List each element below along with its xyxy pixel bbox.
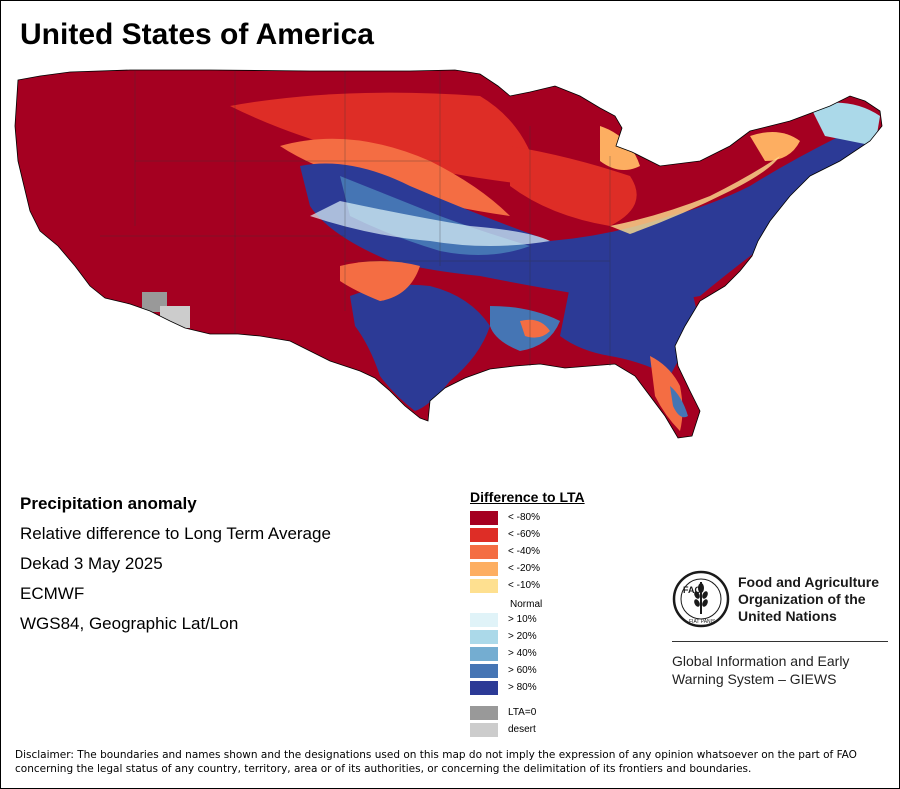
legend-item: desert: [470, 723, 585, 740]
legend-item: < -10%: [470, 579, 585, 596]
legend-item: > 80%: [470, 681, 585, 698]
legend-label: > 40%: [508, 648, 537, 659]
legend-item: > 40%: [470, 647, 585, 664]
legend-item: > 20%: [470, 630, 585, 647]
legend-swatch: [470, 545, 498, 559]
legend-swatch: [470, 723, 498, 737]
legend-label: > 20%: [508, 631, 537, 642]
fao-name-line3: United Nations: [738, 608, 837, 624]
legend-swatch: [470, 647, 498, 661]
legend-label: > 60%: [508, 665, 537, 676]
giews-line2: Warning System – GIEWS: [672, 671, 837, 687]
info-projection: WGS84, Geographic Lat/Lon: [20, 614, 239, 633]
legend-label: < -60%: [508, 529, 540, 540]
legend-swatch: [470, 664, 498, 678]
map-title: United States of America: [20, 18, 374, 51]
legend-label: < -10%: [508, 580, 540, 591]
fao-organization-name: Food and Agriculture Organization of the…: [738, 574, 879, 625]
legend: Difference to LTA < -80% < -60% < -40% < -2…: [470, 489, 585, 740]
legend-label: < -80%: [508, 512, 540, 523]
legend-swatch: [470, 613, 498, 627]
fao-logo-letters: FAO: [683, 585, 702, 595]
legend-item: > 10%: [470, 613, 585, 630]
info-source: ECMWF: [20, 584, 85, 603]
info-subtitle: Relative difference to Long Term Average: [20, 524, 331, 543]
precipitation-anomaly-map: [14, 69, 883, 439]
info-heading: Precipitation anomaly: [20, 494, 197, 513]
legend-item: > 60%: [470, 664, 585, 681]
giews-name: Global Information and Early Warning Sys…: [672, 652, 849, 688]
fao-motto: FIAT PANIS: [689, 619, 716, 625]
legend-wet-group: > 10% > 20% > 40% > 60% > 80%: [470, 613, 585, 698]
legend-label: > 10%: [508, 614, 537, 625]
legend-swatch: [470, 706, 498, 720]
info-period: Dekad 3 May 2025: [20, 554, 163, 573]
legend-swatch: [470, 630, 498, 644]
legend-label: LTA=0: [508, 707, 537, 718]
map-info: Precipitation anomaly Relative differenc…: [20, 494, 331, 644]
giews-line1: Global Information and Early: [672, 653, 850, 669]
legend-label: > 80%: [508, 682, 537, 693]
legend-label: desert: [508, 724, 536, 735]
fao-name-line2: Organization of the: [738, 591, 866, 607]
fao-logo-icon: FAO FIAT PANIS: [672, 570, 730, 628]
legend-item: < -60%: [470, 528, 585, 545]
legend-swatch: [470, 579, 498, 593]
legend-swatch: [470, 528, 498, 542]
legend-item: < -80%: [470, 511, 585, 528]
legend-dry-group: < -80% < -60% < -40% < -20% < -10%: [470, 511, 585, 596]
legend-title: Difference to LTA: [470, 489, 585, 505]
legend-normal-label: Normal: [510, 599, 543, 610]
legend-swatch: [470, 681, 498, 695]
legend-item: < -20%: [470, 562, 585, 579]
legend-label: < -20%: [508, 563, 540, 574]
legend-item: LTA=0: [470, 706, 585, 723]
fao-name-line1: Food and Agriculture: [738, 574, 880, 590]
legend-other-group: LTA=0 desert: [470, 706, 585, 740]
disclaimer: Disclaimer: The boundaries and names sho…: [15, 749, 857, 775]
fao-divider: [672, 641, 888, 642]
legend-swatch: [470, 562, 498, 576]
legend-label: < -40%: [508, 546, 540, 557]
legend-swatch: [470, 511, 498, 525]
legend-item: < -40%: [470, 545, 585, 562]
